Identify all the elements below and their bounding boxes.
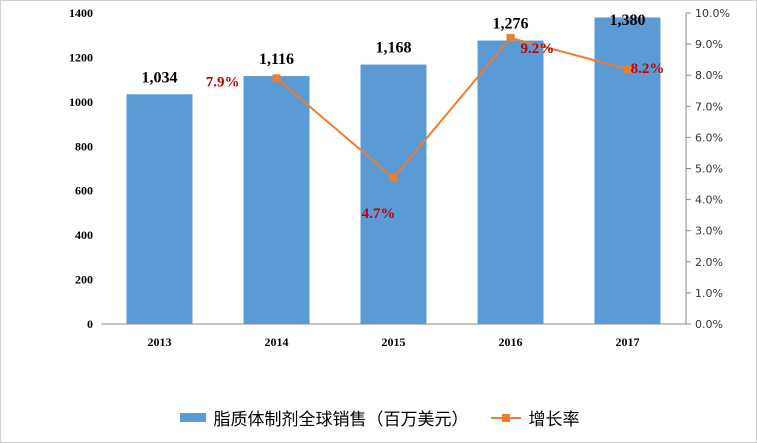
bar-data-label: 1,034 bbox=[142, 69, 178, 86]
legend: 脂质体制剂全球销售（百万美元） 增长率 bbox=[1, 405, 757, 430]
y-right-tick-label: 9.0% bbox=[695, 38, 723, 51]
growth-marker bbox=[272, 74, 281, 83]
x-tick-label: 2016 bbox=[499, 335, 523, 349]
bar-data-label: 1,380 bbox=[610, 12, 646, 29]
y-right-tick-label: 7.0% bbox=[695, 100, 723, 113]
legend-line-swatch bbox=[490, 413, 521, 422]
y-right-tick-label: 0.0% bbox=[695, 318, 723, 331]
growth-marker bbox=[389, 173, 398, 182]
growth-marker bbox=[623, 64, 632, 73]
x-tick-label: 2013 bbox=[148, 335, 172, 349]
y-right-tick-label: 6.0% bbox=[695, 131, 723, 144]
y-right-tick-label: 1.0% bbox=[695, 287, 723, 300]
bar-data-label: 1,116 bbox=[259, 51, 294, 68]
bar bbox=[477, 40, 544, 324]
bar-data-label: 1,168 bbox=[376, 40, 412, 57]
y-right-tick-label: 4.0% bbox=[695, 194, 723, 207]
growth-data-label: 7.9% bbox=[206, 74, 240, 90]
bar bbox=[360, 64, 427, 324]
y-left-tick-label: 800 bbox=[75, 139, 93, 153]
y-left-tick-label: 0 bbox=[87, 317, 93, 331]
legend-bar-label: 脂质体制剂全球销售（百万美元） bbox=[213, 410, 469, 430]
growth-marker bbox=[506, 33, 515, 42]
y-left-tick-label: 1200 bbox=[69, 50, 93, 64]
growth-data-label: 9.2% bbox=[521, 41, 555, 57]
y-right-tick-label: 2.0% bbox=[695, 256, 723, 269]
legend-bar-swatch bbox=[179, 413, 206, 422]
growth-data-label: 8.2% bbox=[631, 61, 665, 77]
y-right-tick-label: 3.0% bbox=[695, 225, 723, 238]
x-tick-label: 2014 bbox=[265, 335, 289, 349]
y-right-tick-label: 10.0% bbox=[695, 7, 730, 20]
y-right-tick-label: 5.0% bbox=[695, 163, 723, 176]
y-left-tick-label: 400 bbox=[75, 228, 93, 242]
legend-line-label: 增长率 bbox=[528, 410, 580, 430]
y-left-tick-label: 600 bbox=[75, 184, 93, 198]
bar bbox=[126, 94, 193, 324]
y-left-tick-label: 1400 bbox=[69, 6, 93, 20]
bar-data-label: 1,276 bbox=[493, 16, 529, 33]
x-tick-label: 2015 bbox=[382, 335, 406, 349]
y-right-tick-label: 8.0% bbox=[695, 69, 723, 82]
growth-data-label: 4.7% bbox=[362, 206, 396, 222]
y-left-tick-label: 1000 bbox=[69, 95, 93, 109]
bar bbox=[243, 76, 310, 325]
growth-line bbox=[275, 36, 628, 180]
x-tick-label: 2017 bbox=[616, 335, 640, 349]
y-left-tick-label: 200 bbox=[75, 273, 93, 287]
